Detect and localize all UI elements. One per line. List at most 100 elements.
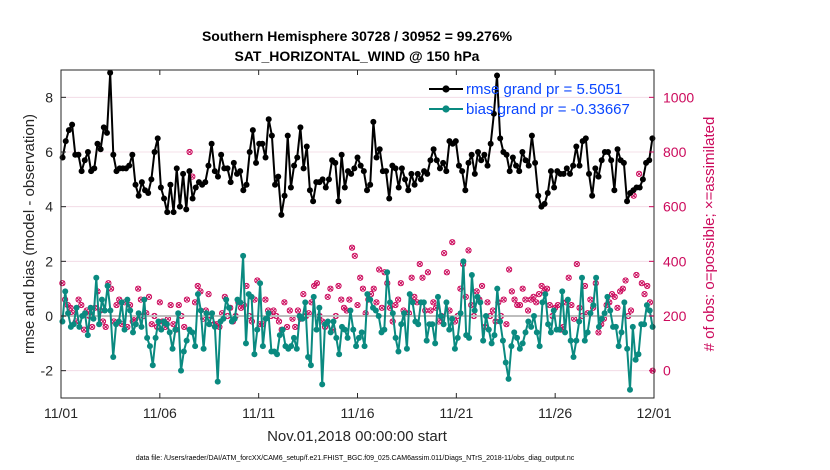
bias-point xyxy=(446,326,453,333)
obs-assimilated-marker xyxy=(292,324,298,330)
obs-assimilated-marker xyxy=(533,299,539,305)
rmse-point xyxy=(560,170,567,177)
rmse-point xyxy=(376,146,383,153)
rmse-point xyxy=(475,149,482,155)
obs-assimilated-marker xyxy=(187,149,193,155)
bias-point xyxy=(307,362,314,369)
rmse-point xyxy=(547,168,554,175)
bias-point xyxy=(237,299,244,306)
bias-point xyxy=(313,326,320,333)
bias-point xyxy=(607,307,614,314)
rmse-point xyxy=(332,159,339,166)
obs-assimilated-marker xyxy=(146,294,152,300)
rmse-point xyxy=(367,181,374,188)
bias-point xyxy=(593,274,600,281)
bias-point xyxy=(197,307,204,314)
rmse-point xyxy=(455,162,462,169)
rmse-point xyxy=(173,165,180,172)
bias-point xyxy=(598,315,605,322)
bias-point xyxy=(570,354,577,360)
obs-assimilated-marker xyxy=(595,329,602,335)
bias-point xyxy=(415,321,422,328)
obs-possible-marker xyxy=(335,282,342,290)
bias-point xyxy=(502,359,509,366)
bias-point xyxy=(194,291,201,298)
obs-possible-marker xyxy=(443,269,450,276)
bias-point xyxy=(274,351,281,358)
obs-assimilated-marker xyxy=(568,302,574,308)
obs-possible-marker xyxy=(535,291,543,298)
obs-possible-marker xyxy=(357,274,364,281)
bias-point xyxy=(519,340,526,347)
rmse-point xyxy=(208,140,215,147)
bias-point xyxy=(127,307,134,314)
rmse-point xyxy=(646,157,653,164)
bias-point xyxy=(240,252,247,259)
obs-possible-marker xyxy=(478,282,486,290)
obs-possible-marker xyxy=(327,285,334,292)
obs-possible-marker xyxy=(300,291,307,298)
obs-assimilated-marker xyxy=(352,253,358,259)
rmse-point xyxy=(408,170,415,177)
bias-point xyxy=(590,302,597,309)
obs-assimilated-marker xyxy=(314,280,320,286)
bias-point xyxy=(420,299,427,306)
bias-point xyxy=(533,329,540,336)
bias-point xyxy=(251,351,258,358)
obs-possible-marker xyxy=(194,282,201,290)
bias-point xyxy=(514,334,521,341)
rmse-point xyxy=(81,157,88,164)
rmse-point xyxy=(157,184,164,191)
rmse-point xyxy=(202,179,209,186)
rmse-point xyxy=(522,157,529,164)
bias-point xyxy=(104,282,111,289)
obs-possible-marker xyxy=(508,288,515,295)
bias-point xyxy=(319,381,326,388)
obs-possible-marker xyxy=(419,274,426,281)
bias-point xyxy=(355,334,362,341)
bias-point xyxy=(152,334,159,341)
rmse-point xyxy=(605,149,612,155)
rmse-point xyxy=(161,195,168,202)
x-axis-label: Nov.01,2018 00:00:00 start xyxy=(267,428,448,445)
rmse-point xyxy=(287,184,294,191)
rmse-point xyxy=(411,181,418,188)
obs-possible-marker xyxy=(397,280,404,287)
obs-assimilated-marker xyxy=(547,302,553,308)
bias-point xyxy=(423,337,430,344)
obs-possible-marker xyxy=(503,321,510,328)
bias-point xyxy=(257,280,264,287)
rmse-point xyxy=(103,129,110,136)
bias-point xyxy=(392,334,399,341)
bias-point xyxy=(471,307,478,314)
obs-assimilated-marker xyxy=(376,266,382,273)
obs-possible-marker xyxy=(644,282,651,290)
bias-point xyxy=(384,269,391,276)
rmse-point xyxy=(214,173,221,180)
bias-point xyxy=(135,310,142,317)
rmse-point xyxy=(465,159,472,166)
bias-point xyxy=(158,326,165,333)
obs-assimilated-marker xyxy=(641,291,648,297)
bias-point xyxy=(73,304,80,311)
bias-point xyxy=(454,334,461,341)
obs-possible-marker xyxy=(183,296,191,303)
obs-assimilated-marker xyxy=(539,283,545,289)
bias-point xyxy=(403,345,410,352)
rmse-point xyxy=(370,118,377,125)
bias-point xyxy=(516,345,523,352)
rmse-point xyxy=(303,143,310,150)
bias-point xyxy=(545,321,552,328)
obs-possible-marker xyxy=(627,307,635,314)
rmse-point xyxy=(608,157,615,164)
bias-point xyxy=(138,323,145,330)
bias-point xyxy=(635,351,642,358)
rmse-point xyxy=(227,179,234,186)
bias-point xyxy=(612,323,619,330)
obs-assimilated-marker xyxy=(555,302,561,308)
bias-point xyxy=(624,345,631,352)
bias-point xyxy=(350,326,357,333)
obs-assimilated-marker xyxy=(327,286,333,292)
bias-point xyxy=(522,329,529,336)
bias-point xyxy=(231,315,238,322)
